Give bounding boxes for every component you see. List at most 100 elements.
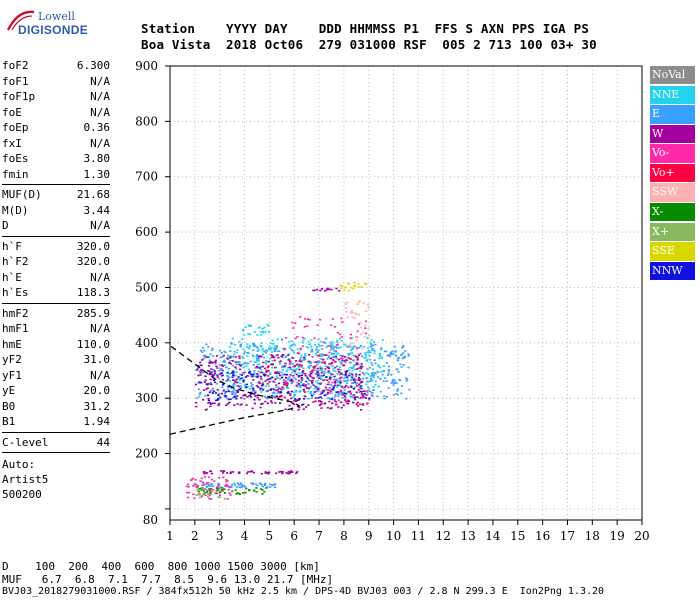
- data-point: [266, 366, 269, 369]
- data-point: [209, 378, 212, 381]
- data-point: [274, 396, 277, 399]
- data-point: [335, 287, 338, 290]
- data-point: [230, 484, 234, 486]
- data-point: [233, 344, 237, 346]
- data-point: [233, 482, 236, 485]
- data-point: [260, 375, 263, 378]
- data-point: [326, 287, 330, 290]
- data-point: [284, 384, 287, 386]
- data-point: [297, 375, 301, 377]
- data-point: [256, 373, 259, 375]
- data-point: [216, 488, 219, 491]
- data-point: [329, 357, 332, 360]
- data-point: [340, 340, 343, 342]
- data-point: [246, 346, 249, 348]
- data-point: [297, 383, 301, 385]
- data-point: [287, 378, 290, 381]
- data-point: [234, 374, 237, 377]
- data-point: [280, 355, 283, 358]
- data-point: [363, 282, 366, 285]
- data-point: [294, 364, 297, 367]
- param-value: N/A: [90, 322, 110, 335]
- data-point: [214, 373, 217, 376]
- data-point: [288, 472, 291, 475]
- data-point: [278, 471, 281, 473]
- x-tick-label: 15: [510, 529, 525, 543]
- data-point: [274, 378, 277, 381]
- data-point: [200, 489, 203, 491]
- param-group-profile: hmF2 285.9 hmF1 N/A hmE 110.0 yF2 31.0 yF1 N/A yE 2…: [2, 306, 110, 430]
- data-point: [358, 383, 361, 386]
- data-point: [196, 489, 199, 492]
- data-point: [231, 490, 234, 493]
- data-point: [267, 472, 270, 475]
- data-point: [359, 380, 362, 382]
- data-point: [354, 396, 357, 398]
- data-point: [335, 391, 338, 394]
- data-point: [234, 394, 237, 396]
- data-point: [353, 377, 356, 380]
- data-point: [358, 370, 361, 372]
- data-point: [401, 347, 404, 349]
- x-tick-label: 12: [436, 529, 451, 543]
- data-point: [227, 385, 230, 388]
- data-point: [408, 388, 411, 391]
- data-point: [350, 385, 353, 387]
- data-point: [203, 472, 206, 475]
- data-point: [221, 369, 224, 372]
- data-point: [293, 365, 296, 368]
- data-point: [307, 398, 310, 400]
- data-point: [334, 379, 338, 381]
- data-point: [279, 402, 282, 404]
- logo-swoosh-icon: [6, 10, 35, 31]
- data-point: [242, 348, 245, 351]
- data-point: [273, 348, 276, 351]
- data-point: [239, 387, 242, 389]
- data-point: [248, 347, 251, 350]
- data-point: [327, 397, 330, 399]
- data-point: [338, 366, 342, 368]
- data-point: [380, 357, 383, 359]
- data-point: [328, 392, 331, 394]
- data-point: [256, 359, 259, 362]
- legend-entry: Vo-: [650, 144, 695, 163]
- data-point: [368, 390, 371, 393]
- data-point: [353, 364, 356, 367]
- data-point: [345, 392, 348, 395]
- data-point: [207, 394, 210, 397]
- data-point: [360, 393, 363, 395]
- data-point: [350, 310, 353, 312]
- data-point: [210, 389, 213, 391]
- data-point: [268, 471, 271, 474]
- data-point: [277, 356, 280, 359]
- data-point: [304, 384, 307, 386]
- data-point: [332, 348, 335, 351]
- data-point: [353, 386, 356, 389]
- data-point: [290, 349, 293, 351]
- data-point: [260, 472, 263, 475]
- data-point: [357, 301, 360, 304]
- data-point: [365, 310, 368, 312]
- data-point: [327, 381, 331, 383]
- data-point: [234, 392, 237, 394]
- data-point: [221, 378, 224, 381]
- data-point: [237, 472, 241, 474]
- data-point: [282, 347, 285, 350]
- data-point: [358, 373, 361, 376]
- data-point: [327, 389, 330, 392]
- data-point: [365, 351, 368, 354]
- param-value: N/A: [90, 74, 110, 88]
- data-point: [354, 379, 357, 381]
- data-point: [207, 402, 210, 404]
- data-point: [215, 365, 218, 368]
- data-point: [369, 351, 372, 353]
- param-name: yF2: [2, 353, 22, 366]
- data-point: [296, 381, 299, 384]
- data-point: [276, 338, 279, 341]
- data-point: [207, 492, 210, 495]
- param-row: h`F 320.0: [2, 239, 110, 255]
- data-point: [291, 471, 294, 473]
- data-point: [348, 354, 351, 356]
- data-point: [312, 369, 315, 372]
- data-point: [273, 347, 276, 349]
